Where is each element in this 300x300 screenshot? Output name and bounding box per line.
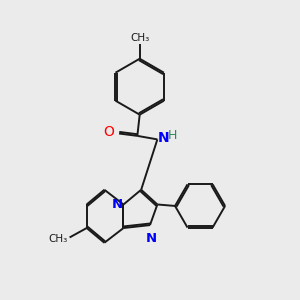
Text: H: H	[168, 129, 177, 142]
Text: CH₃: CH₃	[130, 32, 149, 43]
Text: O: O	[103, 125, 114, 139]
Text: N: N	[112, 198, 123, 211]
Text: N: N	[146, 232, 157, 244]
Text: N: N	[158, 131, 170, 145]
Text: CH₃: CH₃	[48, 234, 67, 244]
